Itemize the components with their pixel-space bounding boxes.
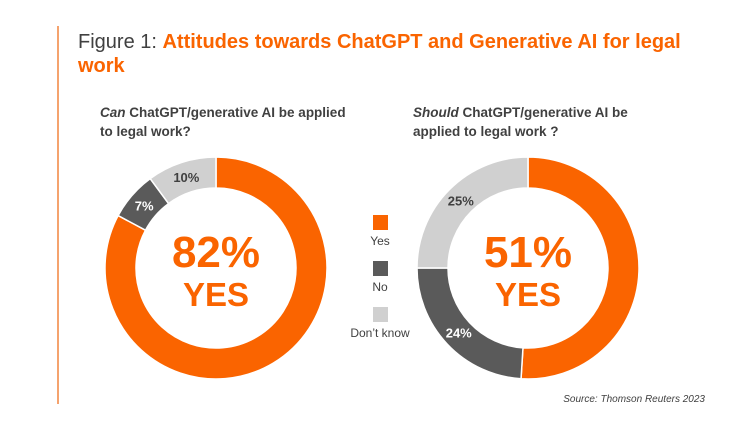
question-should-text: ChatGPT/generative AI be applied to lega…	[413, 105, 628, 139]
donut-chart-can: 7% 10% 82%YES	[104, 156, 328, 380]
donut-1-center-label: YES	[495, 276, 561, 313]
question-should-emphasis: Should	[413, 105, 459, 120]
donut-1-slice-dont-know	[416, 156, 529, 269]
legend-label-dont-know: Don’t know	[350, 326, 410, 340]
legend-item-yes: Yes	[340, 215, 420, 248]
donut-0-slice-yes	[104, 156, 328, 380]
question-can-emphasis: Can	[100, 105, 126, 120]
legend-swatch-yes	[372, 215, 388, 230]
accent-bar	[57, 26, 59, 404]
donut-0-label-dont-know: 10%	[173, 170, 199, 185]
donut-0-center-value: 82%	[172, 228, 260, 277]
question-can-text: ChatGPT/generative AI be applied to lega…	[100, 105, 346, 139]
donut-1-slice-yes	[520, 156, 640, 380]
donut-0-label-no: 7%	[135, 198, 154, 213]
donut-0-center-label: YES	[183, 276, 249, 313]
question-can: Can ChatGPT/generative AI be applied to …	[100, 103, 360, 141]
donut-1-label-dont-know: 25%	[448, 193, 474, 208]
legend-label-no: No	[372, 280, 388, 294]
source-note: Source: Thomson Reuters 2023	[563, 394, 705, 405]
donut-1-label-no: 24%	[446, 326, 472, 341]
donut-0-slice-dont-know	[149, 156, 217, 205]
donut-1-center-value: 51%	[484, 228, 572, 277]
question-should: Should ChatGPT/generative AI be applied …	[413, 103, 673, 141]
figure-title: Figure 1: Attitudes towards ChatGPT and …	[78, 30, 698, 78]
legend-label-yes: Yes	[370, 234, 390, 248]
legend-swatch-no	[372, 261, 388, 276]
figure-prefix: Figure 1:	[78, 31, 163, 53]
legend-swatch-dont-know	[372, 307, 388, 322]
legend-item-no: No	[340, 261, 420, 294]
figure-title-text: Attitudes towards ChatGPT and Generative…	[78, 31, 681, 77]
legend-item-dont-know: Don’t know	[340, 307, 420, 340]
donut-chart-should: 24% 25% 51%YES	[416, 156, 640, 380]
